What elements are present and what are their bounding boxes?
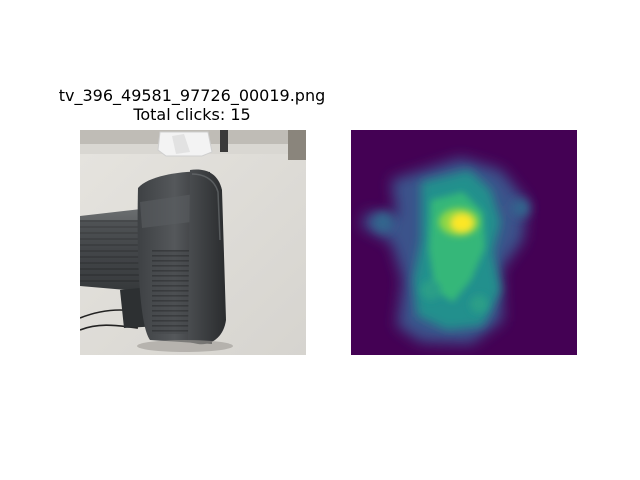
photo-panel: [80, 130, 306, 355]
total-clicks-title: Total clicks: 15: [133, 105, 251, 124]
image-filename-title: tv_396_49581_97726_00019.png: [58, 86, 326, 105]
heatmap-panel: [351, 130, 577, 355]
crt-tv-rear-photo-icon: [80, 130, 306, 355]
click-heatmap-icon: [351, 130, 577, 355]
